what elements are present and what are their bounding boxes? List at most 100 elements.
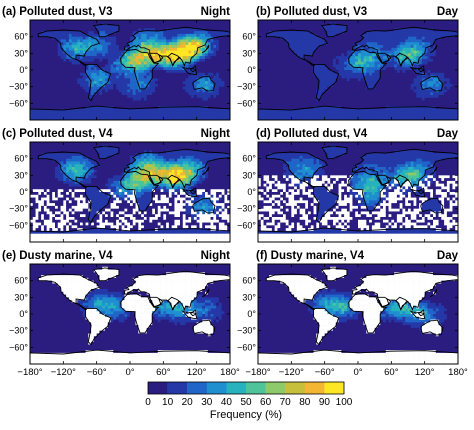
heatmap-cell (269, 81, 272, 84)
heatmap-cell (55, 53, 58, 56)
heatmap-cell (397, 26, 400, 29)
heatmap-cell (430, 112, 433, 115)
heatmap-cell (425, 89, 428, 92)
heatmap-cell (83, 59, 86, 62)
heatmap-cell (83, 78, 86, 81)
heatmap-cell (138, 89, 141, 92)
heatmap-cell (199, 70, 202, 73)
heatmap-cell (222, 48, 225, 51)
heatmap-cell (94, 53, 97, 56)
heatmap-cell (55, 106, 58, 109)
heatmap-cell (341, 59, 344, 62)
heatmap-cell (269, 62, 272, 65)
heatmap-cell (297, 26, 300, 29)
heatmap-cell (83, 26, 86, 29)
heatmap-cell (188, 53, 191, 56)
heatmap-cell (49, 103, 52, 106)
heatmap-cell (127, 23, 130, 26)
heatmap-cell (111, 70, 114, 73)
heatmap-cell (194, 39, 197, 42)
heatmap-cell (55, 70, 58, 73)
heatmap-cell (219, 64, 222, 67)
heatmap-cell (394, 81, 397, 84)
heatmap-cell (261, 84, 264, 87)
heatmap-cell (414, 45, 417, 48)
heatmap-cell (308, 81, 311, 84)
heatmap-cell (444, 51, 447, 54)
heatmap-cell (389, 48, 392, 51)
heatmap-cell (41, 48, 44, 51)
heatmap-cell (202, 56, 205, 59)
heatmap-cell (111, 112, 114, 115)
heatmap-cell (275, 87, 278, 90)
heatmap-cell (155, 89, 158, 92)
heatmap-cell (66, 95, 69, 98)
heatmap-cell (286, 84, 289, 87)
heatmap-cell (113, 56, 116, 59)
heatmap-cell (49, 31, 52, 34)
heatmap-cell (172, 101, 175, 104)
heatmap-cell (77, 81, 80, 84)
heatmap-cell (122, 109, 125, 112)
heatmap-cell (433, 95, 436, 98)
heatmap-cell (261, 45, 264, 48)
heatmap-cell (61, 53, 64, 56)
heatmap-cell (66, 56, 69, 59)
heatmap-cell (99, 92, 102, 95)
heatmap-cell (66, 84, 69, 87)
heatmap-cell (372, 59, 375, 62)
heatmap-cell (127, 26, 130, 29)
heatmap-cell (341, 87, 344, 90)
heatmap-cell (216, 67, 219, 70)
heatmap-cell (94, 56, 97, 59)
heatmap-cell (386, 67, 389, 70)
heatmap-cell (88, 23, 91, 26)
heatmap-cell (161, 84, 164, 87)
heatmap-cell (74, 84, 77, 87)
heatmap-cell (102, 56, 105, 59)
heatmap-cell (283, 78, 286, 81)
heatmap-cell (83, 39, 86, 42)
heatmap-cell (88, 42, 91, 45)
heatmap-cell (394, 26, 397, 29)
heatmap-cell (350, 37, 353, 40)
heatmap-cell (108, 51, 111, 54)
heatmap-cell (375, 39, 378, 42)
heatmap-cell (422, 101, 425, 104)
heatmap-cell (436, 101, 439, 104)
heatmap-cell (427, 37, 430, 40)
heatmap-cell (294, 78, 297, 81)
heatmap-cell (294, 23, 297, 26)
heatmap-cell (266, 28, 269, 31)
heatmap-cell (80, 78, 83, 81)
heatmap-cell (166, 87, 169, 90)
heatmap-cell (447, 101, 450, 104)
heatmap-cell (72, 112, 75, 115)
heatmap-cell (211, 67, 214, 70)
heatmap-cell (155, 45, 158, 48)
heatmap-cell (224, 45, 227, 48)
heatmap-cell (188, 81, 191, 84)
heatmap-cell (408, 42, 411, 45)
heatmap-cell (166, 114, 169, 117)
heatmap-cell (427, 109, 430, 112)
heatmap-cell (297, 78, 300, 81)
heatmap-cell (55, 48, 58, 51)
heatmap-cell (372, 37, 375, 40)
heatmap-cell (108, 64, 111, 67)
heatmap-cell (111, 114, 114, 117)
heatmap-cell (147, 114, 150, 117)
heatmap-cell (208, 53, 211, 56)
heatmap-cell (216, 101, 219, 104)
heatmap-cell (302, 84, 305, 87)
heatmap-cell (300, 48, 303, 51)
heatmap-cell (308, 84, 311, 87)
heatmap-cell (377, 34, 380, 37)
heatmap-cell (172, 109, 175, 112)
heatmap-cell (102, 42, 105, 45)
heatmap-cell (47, 48, 50, 51)
heatmap-cell (408, 87, 411, 90)
heatmap-cell (322, 84, 325, 87)
heatmap-cell (391, 37, 394, 40)
heatmap-cell (183, 78, 186, 81)
